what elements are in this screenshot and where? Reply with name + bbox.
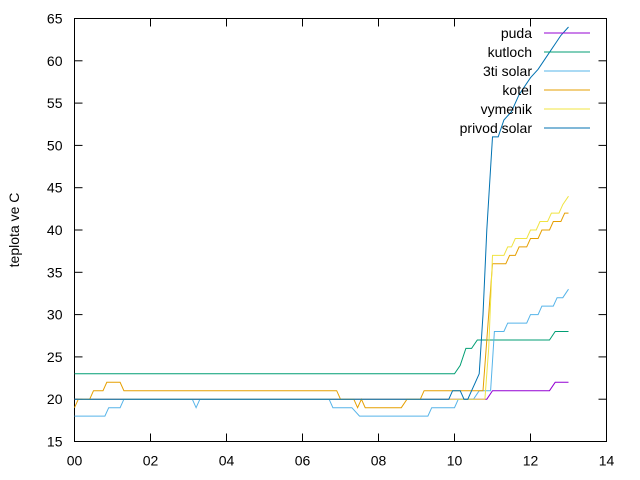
- series-line-privod-solar: [74, 26, 569, 400]
- y-tick-label: 50: [47, 137, 63, 153]
- x-tick-label: 02: [143, 453, 159, 469]
- x-tick-label: 00: [67, 453, 83, 469]
- legend-label: puda: [501, 25, 532, 41]
- legend-label: kutloch: [488, 44, 532, 60]
- series-line-vymenik: [74, 195, 569, 400]
- x-tick-label: 12: [523, 453, 539, 469]
- x-tick-label: 10: [447, 453, 463, 469]
- legend: puda kutloch 3ti solar kotel vymenik privod s…: [460, 25, 590, 136]
- x-tick-label: 04: [219, 453, 235, 469]
- x-tick-label: 06: [295, 453, 311, 469]
- y-axis-title: teplota ve C: [6, 193, 22, 268]
- y-tick-label: 15: [47, 434, 63, 450]
- y-tick-label: 55: [47, 95, 63, 111]
- y-tick-label: 20: [47, 391, 63, 407]
- y-axis: 15 20 25 30 35 40 45 50 55 60 65: [47, 11, 607, 450]
- x-tick-label: 14: [599, 453, 615, 469]
- y-tick-label: 35: [47, 264, 63, 280]
- legend-label: privod solar: [460, 120, 533, 136]
- legend-label: kotel: [502, 82, 532, 98]
- series-line-kutloch: [74, 331, 569, 375]
- y-tick-label: 25: [47, 349, 63, 365]
- x-tick-label: 08: [371, 453, 387, 469]
- legend-label: vymenik: [481, 101, 533, 117]
- x-axis: 00 02 04 06 08 10 12 14: [67, 18, 615, 469]
- y-tick-label: 45: [47, 180, 63, 196]
- y-tick-label: 30: [47, 307, 63, 323]
- y-tick-label: 60: [47, 53, 63, 69]
- series-line-3ti-solar: [74, 288, 569, 417]
- series-line-kotel: [74, 212, 569, 409]
- y-tick-label: 65: [47, 11, 63, 27]
- legend-label: 3ti solar: [483, 63, 532, 79]
- y-tick-label: 40: [47, 222, 63, 238]
- series-lines: [74, 26, 569, 417]
